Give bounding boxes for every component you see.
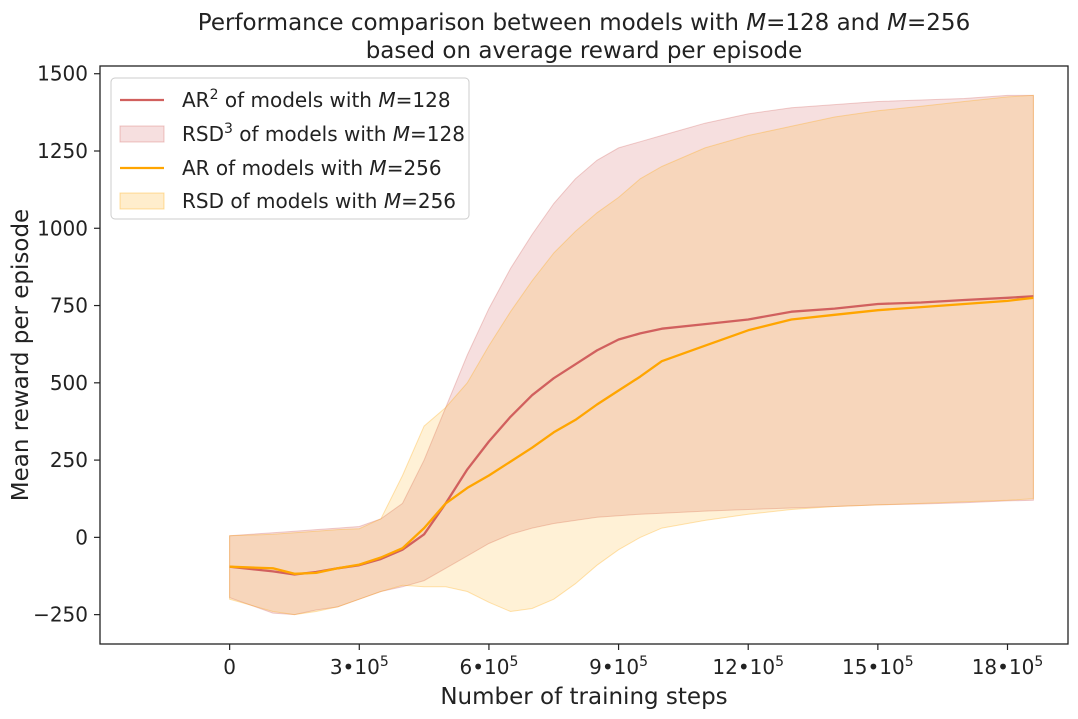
- y-tick-label-4: 750: [50, 294, 88, 318]
- bands-layer: [229, 94, 1034, 616]
- legend-frame: [110, 77, 470, 220]
- legend-label-3: RSD of models with M=256: [182, 189, 456, 213]
- legend-band-swatch-1: [119, 125, 165, 143]
- legend-band-swatch-3: [119, 192, 165, 210]
- legend-label-0: AR2 of models with M=128: [182, 87, 451, 112]
- x-tick-label-2: 6•105: [459, 654, 518, 679]
- x-tick-label-4: 12•105: [712, 654, 784, 679]
- rsd-band-series-2: [229, 94, 1034, 616]
- x-tick-label-0: 0: [223, 655, 236, 679]
- chart-title-line-2: based on average reward per episode: [366, 38, 803, 64]
- x-axis-ticks: 0 3•105 6•105 9•105 12•105 15•105 18•105: [223, 644, 1043, 679]
- rsd-band-series-1: [229, 94, 1034, 616]
- x-tick-label-3: 9•105: [589, 654, 648, 679]
- y-tick-label-6: 1250: [37, 139, 88, 163]
- y-tick-label-0: −250: [33, 603, 88, 627]
- x-tick-label-5: 15•105: [842, 654, 914, 679]
- y-tick-label-3: 500: [50, 371, 88, 395]
- ar-line-series-2: [229, 296, 1034, 575]
- legend-label-1: RSD3 of models with M=128: [182, 121, 465, 146]
- plot-frame: [99, 65, 1069, 645]
- y-tick-label-7: 1500: [37, 62, 88, 86]
- x-tick-label-1: 3•105: [330, 654, 389, 679]
- lines-layer: [229, 295, 1034, 576]
- chart-title-line-1: Performance comparison between models wi…: [198, 10, 970, 36]
- y-axis-label: Mean reward per episode: [8, 209, 34, 501]
- y-tick-label-5: 1000: [37, 216, 88, 240]
- y-axis-ticks: −250 0 250 500 750 1000 1250 1500: [33, 62, 100, 627]
- legend-label-2: AR of models with M=256: [182, 156, 442, 180]
- x-axis-label: Number of training steps: [440, 684, 727, 710]
- x-tick-label-6: 18•105: [972, 654, 1044, 679]
- y-tick-label-1: 0: [75, 525, 88, 549]
- y-tick-label-2: 250: [50, 448, 88, 472]
- legend: AR2 of models with M=128 RSD3 of models w…: [110, 77, 470, 220]
